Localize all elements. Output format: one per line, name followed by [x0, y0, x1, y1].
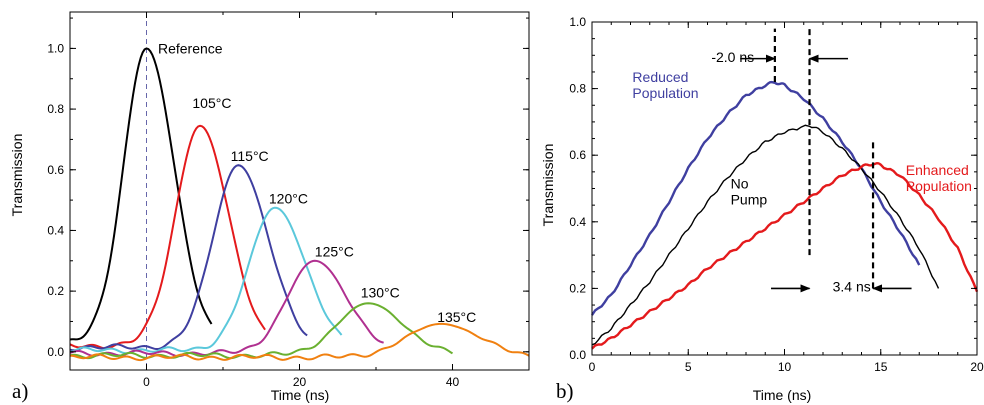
- series-label-line: Pump: [731, 192, 768, 208]
- x-tick-label: 0: [143, 375, 150, 389]
- y-tick-label: 0.4: [47, 223, 64, 237]
- series-label-line: No: [731, 176, 749, 192]
- y-tick-label: 0.0: [569, 348, 586, 362]
- series-label-reduced-population: Reduced Population: [632, 69, 698, 101]
- series-label-130-c: 130°C: [361, 285, 400, 301]
- chart-panel-a: 0 20 40 0.0 0.2 0.4 0.6 0.8 1.0 Reference 105°C 11…: [9, 11, 530, 403]
- annotation-label-3-4-ns: 3.4 ns: [833, 279, 871, 295]
- series-label-115-c: 115°C: [231, 148, 269, 164]
- y-tick-label: 1.0: [47, 41, 64, 55]
- x-tick-label: 40: [446, 375, 460, 389]
- series-line-120-c: [69, 206, 343, 355]
- series-label-135-c: 135°C: [437, 309, 476, 325]
- series-curves: [591, 80, 979, 350]
- y-tick-label: 0.6: [47, 163, 64, 177]
- series-label-line: Enhanced: [906, 162, 969, 178]
- series-line-reference: [69, 47, 213, 341]
- y-tick-label: 0.8: [569, 82, 586, 96]
- series-line-130-c: [69, 302, 454, 360]
- series-line-no-pump: [591, 124, 940, 346]
- panel-label-a: a): [12, 379, 28, 403]
- y-tick-label: 1.0: [569, 15, 586, 29]
- series-label-reference: Reference: [158, 40, 223, 56]
- series-label-line: Population: [632, 85, 698, 101]
- y-tick-label: 0.2: [47, 284, 64, 298]
- chart-panel-b: 0 5 10 15 20 0.0 0.2 0.4 0.6 0.8 1.0 -2.0 ns 3.4 ns…: [540, 15, 984, 403]
- series-label-125-c: 125°C: [315, 244, 354, 260]
- x-tick-label: 10: [778, 360, 792, 374]
- series-curves: [69, 12, 530, 370]
- y-tick-label: 0.2: [569, 281, 586, 295]
- series-label-line: Reduced: [632, 69, 688, 85]
- series-line-135-c: [69, 322, 530, 362]
- y-tick-label: 0.6: [569, 148, 586, 162]
- x-tick-label: 0: [589, 360, 596, 374]
- series-line-115-c: [69, 164, 308, 352]
- series-label-120-c: 120°C: [269, 191, 308, 207]
- y-tick-label: 0.4: [569, 215, 586, 229]
- y-axis-title: Transmission: [9, 134, 25, 217]
- series-label-enhanced-population: Enhanced Population: [906, 162, 972, 194]
- series-label-no-pump: No Pump: [731, 176, 768, 208]
- series-line-125-c: [69, 259, 384, 358]
- x-tick-label: 15: [874, 360, 888, 374]
- x-axis-title: Time (ns): [271, 387, 330, 403]
- panel-label-b: b): [556, 379, 574, 403]
- x-tick-label: 20: [293, 375, 307, 389]
- y-axis-title: Transmission: [540, 144, 556, 227]
- series-line-enhanced-population: [591, 162, 979, 350]
- series-label-105-c: 105°C: [192, 95, 231, 111]
- annotation-label-2-0-ns: -2.0 ns: [711, 49, 754, 65]
- y-tick-label: 0.0: [47, 345, 64, 359]
- x-axis-title: Time (ns): [753, 387, 812, 403]
- y-tick-label: 0.8: [47, 102, 64, 116]
- x-tick-label: 20: [970, 360, 984, 374]
- x-tick-label: 5: [685, 360, 692, 374]
- series-label-line: Population: [906, 178, 972, 194]
